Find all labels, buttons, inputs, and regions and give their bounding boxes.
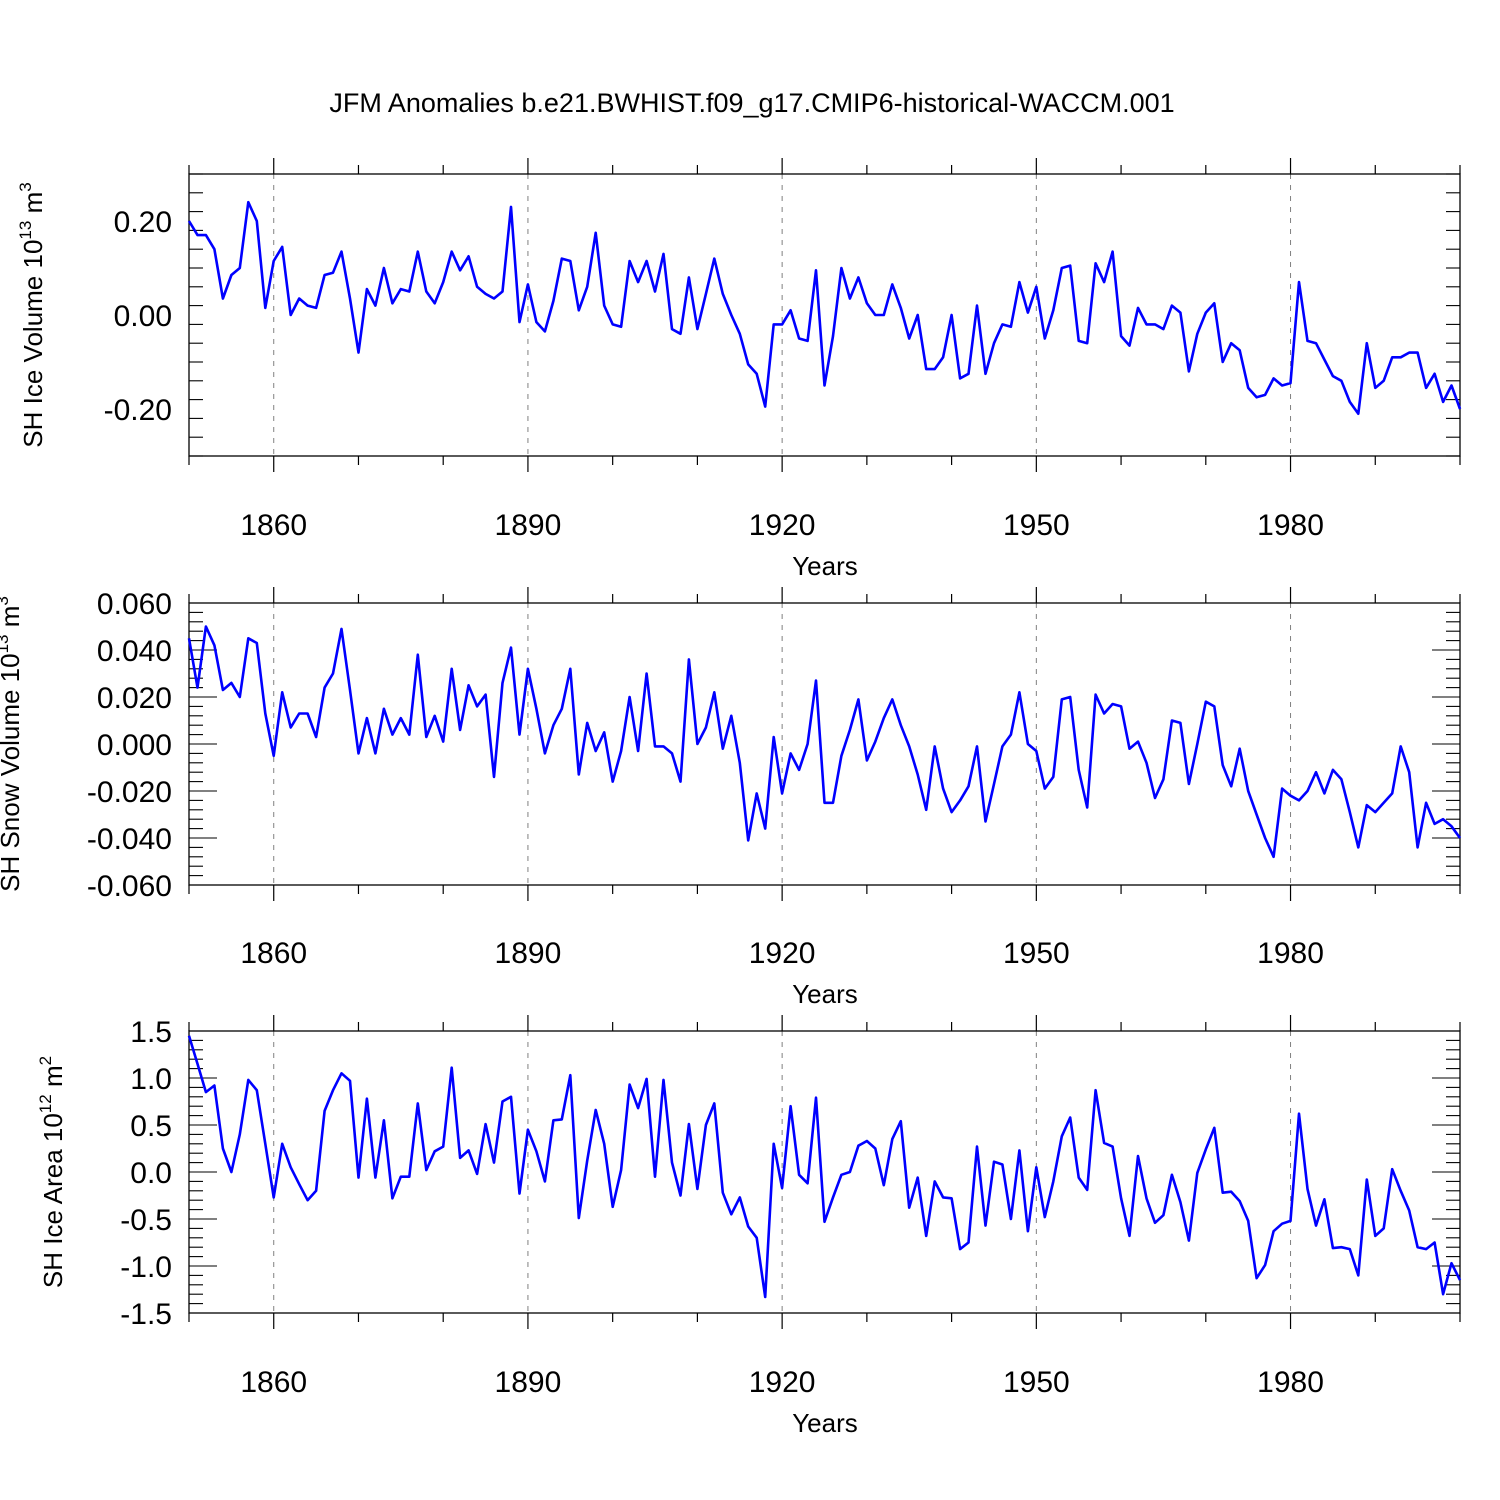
series-line [187,1035,1462,1299]
x-tick-label: 1860 [240,1366,307,1399]
y-tick-label: -0.020 [87,776,172,809]
x-tick-label: 1890 [495,1366,562,1399]
x-tick-label: 1920 [749,1366,816,1399]
y-tick-label: -0.060 [87,870,172,903]
x-axis-label: Years [792,979,858,1009]
x-tick-label: 1890 [495,509,562,542]
y-tick-label: 0.00 [114,300,172,333]
x-tick-label: 1860 [240,509,307,542]
y-tick-label: 0.060 [97,588,172,621]
y-axis-label-text: SH Snow Volume 10 [0,653,25,891]
y-axis-label-text: SH Ice Volume 10 [18,240,48,448]
y-axis-label-unit-exponent: 3 [0,596,12,605]
panel-2: 0.060 0.040 0.020 0.000 -0.020 -0.040 -0.060 18… [0,587,1462,1009]
y-axis-label-unit: m [18,192,48,221]
y-axis-label: SH Ice Area 1012 m2 [36,1056,68,1288]
x-tick-label: 1980 [1257,937,1324,970]
x-tick-label: 1920 [749,937,816,970]
y-tick-label: 0.5 [130,1110,172,1143]
panel-1: 0.20 0.00 -0.20 1860 1890 1920 1950 1980 Years SH… [16,158,1462,581]
y-axis-label: SH Snow Volume 1013 m3 [0,596,25,892]
x-tick-label: 1950 [1003,937,1070,970]
x-tick-label: 1920 [749,509,816,542]
chart-title: JFM Anomalies b.e21.BWHIST.f09_g17.CMIP6… [329,88,1174,118]
y-tick-label: -0.040 [87,823,172,856]
y-tick-label: 1.5 [130,1016,172,1049]
y-axis-label-unit: m [0,606,25,635]
y-tick-label: -1.0 [120,1251,172,1284]
y-tick-label: 0.040 [97,635,172,668]
y-axis-label-text: SH Ice Area 10 [38,1113,68,1288]
y-tick-label: 0.20 [114,206,172,239]
y-tick-label: -0.5 [120,1204,172,1237]
plot-frame [188,1030,1461,1314]
x-tick-label: 1950 [1003,1366,1070,1399]
x-tick-label: 1980 [1257,509,1324,542]
y-axis-label: SH Ice Volume 1013 m3 [16,182,48,447]
y-axis-label-exponent: 13 [0,634,12,653]
y-axis-label-unit-exponent: 3 [16,182,35,191]
y-tick-label: 0.000 [97,729,172,762]
y-tick-label: 0.0 [130,1157,172,1190]
y-axis-label-unit: m [38,1065,68,1094]
x-tick-label: 1950 [1003,509,1070,542]
x-tick-label: 1980 [1257,1366,1324,1399]
y-tick-label: -1.5 [120,1298,172,1331]
y-axis-label-exponent: 13 [16,221,35,240]
y-tick-label: 1.0 [130,1063,172,1096]
plot-frame [188,173,1461,457]
series-line [187,625,1462,859]
y-tick-label: -0.20 [104,394,172,427]
plot-frame [188,602,1461,886]
series-line [187,200,1462,416]
x-tick-label: 1860 [240,937,307,970]
y-axis-label-exponent: 12 [36,1094,55,1113]
x-tick-label: 1890 [495,937,562,970]
x-axis-label: Years [792,1408,858,1438]
y-tick-label: 0.020 [97,682,172,715]
y-axis-label-unit-exponent: 2 [36,1056,55,1065]
x-axis-label: Years [792,551,858,581]
panel-3: 1.5 1.0 0.5 0.0 -0.5 -1.0 -1.5 1860 1890 1920 1950… [36,1015,1462,1438]
